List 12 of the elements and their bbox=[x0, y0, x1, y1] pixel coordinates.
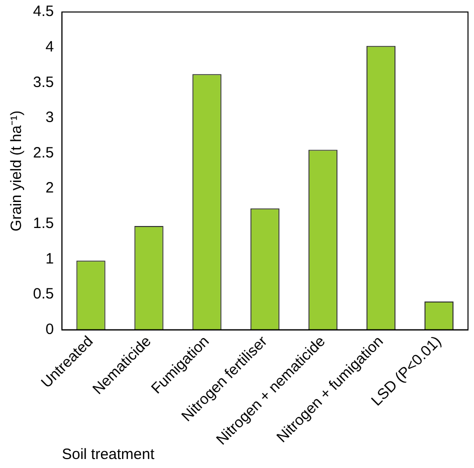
y-axis-title: Grain yield (t ha⁻¹) bbox=[8, 110, 26, 232]
y-tick-label: 2 bbox=[46, 180, 54, 197]
y-tick-label: 3 bbox=[46, 109, 54, 126]
y-tick-label: 4.5 bbox=[32, 3, 54, 20]
x-axis-title: Soil treatment bbox=[62, 446, 156, 464]
y-tick-label: 4 bbox=[46, 38, 54, 56]
y-tick-label: 2.5 bbox=[32, 144, 54, 162]
y-tick-label: 1 bbox=[46, 250, 54, 268]
y-tick-label: 3.5 bbox=[32, 74, 54, 91]
y-tick-label: 1.5 bbox=[32, 215, 54, 232]
y-tick-label: 0 bbox=[46, 320, 54, 338]
y-tick-label: 0.5 bbox=[32, 286, 54, 303]
